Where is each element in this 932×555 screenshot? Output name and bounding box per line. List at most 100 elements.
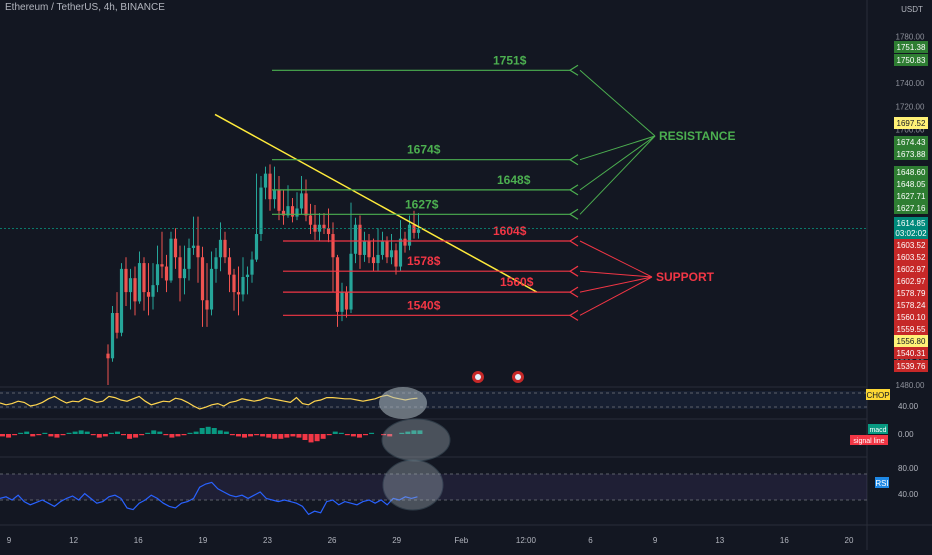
price-axis-badge <box>894 275 928 287</box>
macd-histogram-bar <box>133 434 139 438</box>
candle-body <box>349 253 353 310</box>
candle-body <box>412 224 416 233</box>
x-tick-label: 29 <box>392 536 401 545</box>
macd-histogram-bar <box>193 431 199 434</box>
price-axis-badge <box>894 117 928 129</box>
candle-body <box>326 228 331 235</box>
x-tick-label: 20 <box>845 536 854 545</box>
macd-histogram-bar <box>108 432 114 434</box>
macd-histogram-bar <box>175 434 181 437</box>
macd-histogram-bar <box>48 434 54 437</box>
support-price-label: 1560$ <box>500 275 534 289</box>
chop-tick-label: 40.00 <box>898 402 919 411</box>
support-fan-line <box>579 276 653 293</box>
price-axis-badge <box>894 347 928 359</box>
price-axis-badge <box>894 263 928 275</box>
candle-body <box>160 264 164 267</box>
candle-body <box>178 257 182 279</box>
macd-histogram-bar <box>139 434 145 436</box>
macd-histogram-bar <box>90 434 96 436</box>
candle-body <box>259 187 263 235</box>
resistance-arrowhead <box>568 64 579 76</box>
macd-histogram-bar <box>254 434 260 436</box>
macd-histogram-bar <box>114 431 120 434</box>
price-axis-badge <box>894 217 928 229</box>
macd-histogram-bar <box>18 432 24 434</box>
x-tick-label: 16 <box>780 536 789 545</box>
macd-histogram-bar <box>260 434 266 437</box>
macd-histogram-bar <box>350 434 356 437</box>
price-axis-badge <box>894 227 928 239</box>
candle-body <box>263 173 268 188</box>
candle-body <box>250 259 254 275</box>
candle-body <box>407 224 412 246</box>
candle-body <box>281 210 286 216</box>
macd-histogram-bar <box>66 432 72 434</box>
macd-histogram-bar <box>169 434 175 438</box>
price-axis-badge-text: 1673.88 <box>897 150 926 159</box>
macd-histogram-bar <box>205 426 211 434</box>
y-tick-label: 1480.00 <box>896 381 925 390</box>
rsi-tick-label: 40.00 <box>898 490 919 499</box>
macd-histogram-bar <box>223 431 229 434</box>
candle-body <box>218 239 223 258</box>
price-axis-badge-text: 1751.38 <box>897 43 926 52</box>
candle-body <box>169 238 173 281</box>
price-axis-badge <box>894 299 928 311</box>
candle-body <box>209 268 214 310</box>
macd-histogram-bar <box>332 431 338 434</box>
event-marker-icon-center <box>475 374 481 380</box>
macd-histogram-bar <box>54 434 60 438</box>
resistance-price-label: 1674$ <box>407 143 441 157</box>
support-arrowhead <box>568 309 579 321</box>
x-tick-label: 16 <box>134 536 143 545</box>
y-tick-label: 1740.00 <box>896 79 925 88</box>
macd-histogram-bar <box>157 431 163 434</box>
price-axis-badge <box>894 251 928 263</box>
resistance-arrowhead <box>568 184 579 196</box>
candle-body <box>241 277 245 295</box>
macd-histogram-bar <box>363 434 368 436</box>
candle-body <box>403 238 407 246</box>
resistance-fan-line <box>579 135 656 215</box>
macd-histogram-bar <box>96 434 102 438</box>
resistance-arrowhead <box>568 154 579 166</box>
price-axis-badge <box>894 360 928 372</box>
highlight-oval <box>381 418 451 462</box>
x-tick-label: 26 <box>328 536 337 545</box>
macd-histogram-bar <box>344 434 350 436</box>
candle-body <box>205 300 209 310</box>
price-axis-badge-text: 1750.83 <box>897 56 926 65</box>
candle-body <box>398 238 403 267</box>
macd-histogram-bar <box>102 434 108 437</box>
candle-body <box>214 257 218 269</box>
price-axis-badge-text: 1603.52 <box>897 253 926 262</box>
rsi-legend-box <box>875 477 889 488</box>
macd-histogram-bar <box>387 434 393 437</box>
candle-body <box>299 193 304 209</box>
resistance-price-label: 1648$ <box>497 173 531 187</box>
macd-histogram-bar <box>42 432 48 434</box>
macd-histogram-bar <box>6 434 12 438</box>
macd-histogram-bar <box>272 434 278 439</box>
macd-histogram-bar <box>145 432 151 434</box>
macd-histogram-bar <box>284 434 290 438</box>
x-tick-label: 9 <box>653 536 658 545</box>
candle-body <box>358 224 362 255</box>
x-tick-label: 9 <box>7 536 12 545</box>
candle-body <box>137 263 142 302</box>
price-axis-badge-text: 1560.10 <box>897 313 926 322</box>
candle-body <box>106 353 110 359</box>
macd-histogram-bar <box>229 434 235 436</box>
macd-histogram-bar <box>326 434 332 436</box>
candle-body <box>313 224 317 232</box>
macd-tick-label: 0.00 <box>898 430 914 439</box>
signal-legend-label: signal line <box>853 438 884 445</box>
price-axis-badge-text: 1602.97 <box>897 277 926 286</box>
macd-histogram-bar <box>302 434 308 440</box>
candle-body <box>353 224 358 254</box>
candle-body <box>272 189 277 200</box>
macd-histogram-bar <box>411 430 417 434</box>
